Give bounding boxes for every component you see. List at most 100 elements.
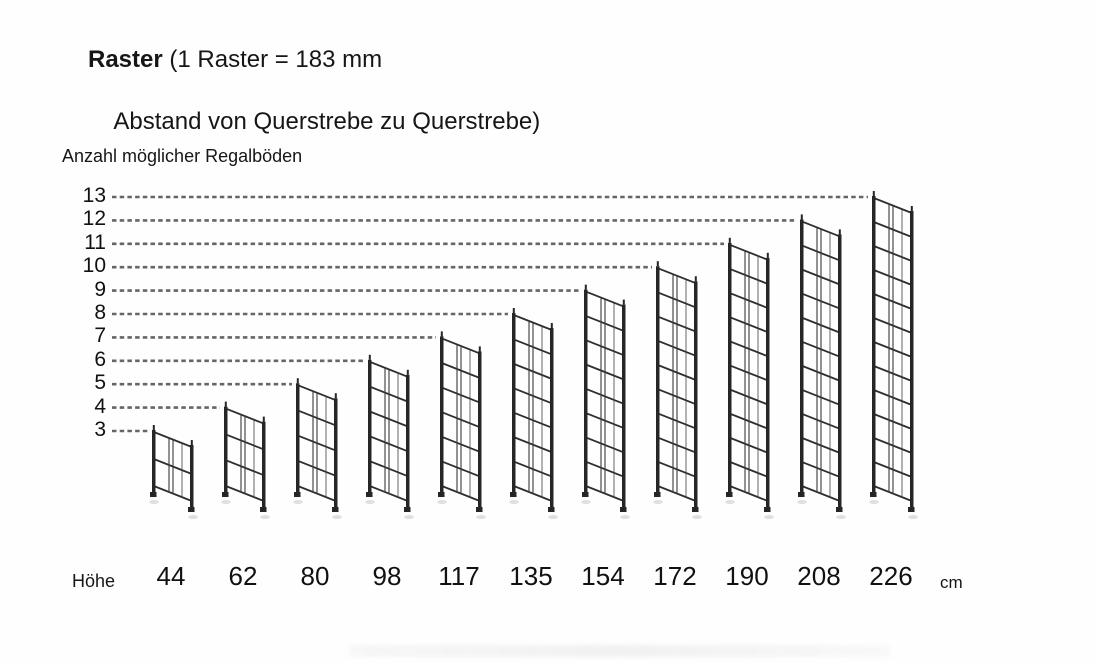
post-foot [260,507,267,512]
level-label: 4 [94,394,106,418]
post-foot [332,507,339,512]
post-pin [334,393,337,399]
title-rest: (1 Raster = 183 mm [162,46,383,73]
post-pin [766,252,769,258]
post-pin [478,346,481,352]
height-label: 154 [581,561,625,591]
post-foot [908,507,915,512]
rack-frame-135 [509,308,558,519]
left-post [656,266,660,492]
post-foot [692,507,699,512]
post-pin [910,206,913,211]
left-post [872,196,876,492]
post-pin [190,440,193,445]
rack-frame-208 [797,214,846,519]
post-pin [800,214,803,220]
rack-frame-172 [653,261,702,519]
right-post [622,304,626,507]
cross-brace [873,197,913,214]
rack-frame-44 [149,425,198,519]
post-pin [440,331,443,337]
post-foot [654,492,661,497]
rack-frame-98 [365,354,414,519]
cross-brace [585,290,625,308]
rack-frame-154 [581,284,630,519]
cross-brace [297,384,337,402]
post-foot [764,507,771,512]
height-label: 80 [300,561,330,591]
left-post [728,242,732,492]
left-post [512,313,516,492]
cross-brace [441,337,481,355]
cross-brace [369,360,409,378]
left-post [152,430,156,492]
level-label: 13 [82,184,106,207]
right-post [838,234,842,507]
right-post [334,398,338,507]
post-foot [726,492,733,497]
post-pin [262,416,265,422]
title-line2: Abstand von Querstrebe zu Querstrebe) [113,108,541,135]
height-label: 44 [156,561,186,591]
right-post [910,211,914,507]
cross-brace [153,431,193,448]
title-bold-word: Raster [88,46,163,73]
level-label: 12 [82,207,106,231]
right-post [766,257,770,507]
height-label: 190 [725,561,769,591]
level-label: 8 [94,301,106,324]
post-foot [222,492,229,497]
post-pin [656,261,659,267]
left-post [440,336,444,492]
hoehe-caption: Höhe [72,571,116,591]
left-post [800,219,804,492]
post-pin [622,299,625,305]
post-pin [512,308,515,313]
post-pin [584,284,587,290]
post-foot [582,492,589,497]
right-post [550,328,554,507]
cross-brace [729,243,769,261]
right-post [478,351,482,507]
right-post [694,281,698,507]
level-label: 7 [94,324,106,348]
unit-caption: cm [940,573,963,592]
page-title: Raster (1 Raster = 183 mm Abstand von Qu… [88,44,540,168]
cross-brace [225,407,265,425]
level-label: 9 [94,277,106,301]
post-pin [550,323,553,328]
height-label: 226 [869,561,913,591]
right-post [262,421,266,507]
post-foot [620,507,627,512]
cross-brace [801,220,841,238]
cross-brace [657,267,697,285]
post-foot [188,507,195,512]
level-label: 10 [82,254,106,278]
rack-frame-190 [725,237,774,519]
level-label: 5 [94,371,106,395]
right-post [190,445,194,507]
post-foot [836,507,843,512]
post-pin [406,369,409,375]
rack-frame-117 [437,331,486,519]
post-foot [404,507,411,512]
height-label: 135 [509,561,553,591]
left-post [368,359,372,492]
post-foot [438,492,445,497]
rack-frame-226 [869,191,918,519]
height-label: 98 [372,561,402,591]
post-pin [872,191,875,196]
post-foot [548,507,555,512]
height-label: 62 [228,561,258,591]
level-label: 11 [84,230,106,254]
post-foot [294,492,301,497]
post-foot [150,492,157,497]
post-foot [510,492,517,497]
post-pin [296,378,299,384]
left-post [584,289,588,492]
height-label: 172 [653,561,697,591]
post-pin [728,237,731,243]
post-foot [476,507,483,512]
post-pin [224,401,227,407]
